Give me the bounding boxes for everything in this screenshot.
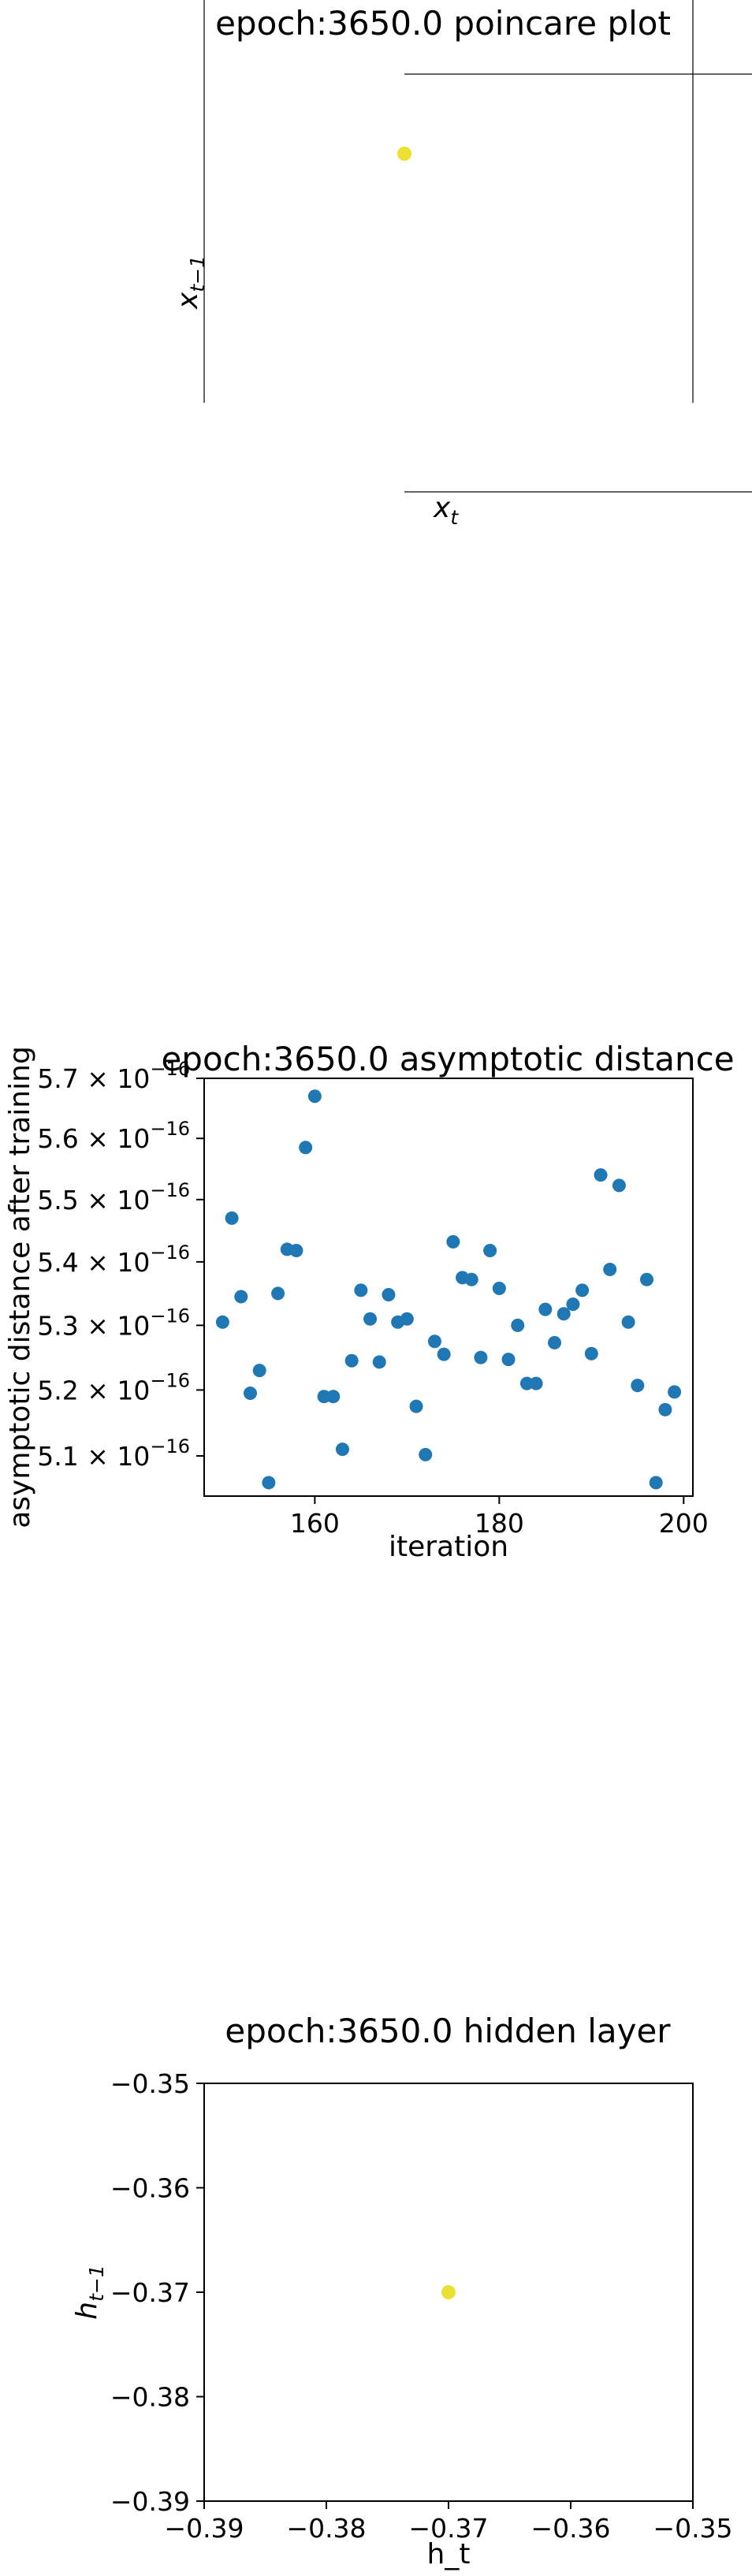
- data-point: [612, 1178, 626, 1193]
- y-tick-label: −0.35: [110, 2068, 190, 2099]
- y-tick-label: 5.2 × 10−16: [37, 1369, 190, 1405]
- data-point: [317, 1390, 331, 1404]
- data-point: [289, 1244, 303, 1258]
- asymptotic-xlabel: iteration: [389, 1531, 508, 1563]
- hidden-xlabel: h_t: [427, 2538, 471, 2570]
- data-point: [419, 1447, 433, 1461]
- data-point: [529, 1376, 543, 1390]
- x-tick-label: 180: [475, 1508, 524, 1539]
- y-tick-label: 5.3 × 10−16: [37, 1305, 190, 1341]
- data-point: [668, 1385, 682, 1399]
- data-point: [271, 1286, 285, 1301]
- data-point: [382, 1288, 396, 1302]
- data-point: [262, 1476, 276, 1490]
- asymptotic-x-ticks: 160 180 200: [290, 1496, 709, 1539]
- x-tick-label: 160: [290, 1508, 340, 1539]
- data-point: [631, 1379, 645, 1393]
- data-point: [649, 1476, 663, 1490]
- asymptotic-y-ticks: 5.1 × 10−16 5.2 × 10−16 5.3 × 10−16 5.4 × 1…: [37, 1058, 204, 1472]
- hidden-y-ticks: −0.35 −0.36 −0.37 −0.38 −0.39: [110, 2068, 204, 2517]
- asymptotic-ylabel: asymptotic distance after training: [4, 1046, 36, 1528]
- x-tick-label: −0.39: [164, 2513, 244, 2544]
- asymptotic-title: epoch:3650.0 asymptotic distance: [161, 1040, 734, 1078]
- data-point: [335, 1442, 349, 1457]
- y-tick-label: 5.7 × 10−16: [37, 1058, 190, 1094]
- y-tick-label: 5.1 × 10−16: [37, 1435, 190, 1472]
- data-point: [557, 1307, 571, 1321]
- x-tick-label: −0.38: [286, 2513, 366, 2544]
- data-point: [354, 1283, 368, 1297]
- data-point: [446, 1234, 460, 1249]
- asymptotic-points: [215, 1089, 682, 1490]
- data-point: [437, 1347, 451, 1361]
- poincare-data-point: [397, 147, 411, 161]
- data-point: [400, 1312, 414, 1326]
- x-tick-label: 200: [659, 1508, 709, 1539]
- poincare-xlabel: xt: [433, 492, 459, 529]
- data-point: [566, 1297, 580, 1312]
- data-point: [575, 1283, 590, 1297]
- asymptotic-axes-frame: [203, 1078, 694, 1497]
- data-point: [474, 1350, 488, 1364]
- svg-text:ht−1: ht−1: [71, 2265, 108, 2319]
- data-point: [299, 1141, 313, 1155]
- data-point: [603, 1262, 617, 1276]
- data-point: [344, 1353, 359, 1368]
- data-point: [464, 1272, 478, 1286]
- poincare-title: epoch:3650.0 poincare plot: [215, 4, 671, 43]
- hidden-x-ticks: −0.39 −0.38 −0.37 −0.36 −0.35: [164, 2501, 733, 2544]
- data-point: [372, 1355, 386, 1369]
- hidden-layer-plot: epoch:3650.0 hidden layer −0.39 −0.38 −0.3…: [71, 2012, 733, 2570]
- data-point: [640, 1272, 654, 1286]
- data-point: [511, 1318, 525, 1332]
- data-point: [519, 1376, 534, 1390]
- x-tick-label: −0.36: [530, 2513, 610, 2544]
- data-point: [501, 1353, 516, 1367]
- data-point: [584, 1346, 598, 1361]
- data-point: [538, 1302, 553, 1316]
- data-point: [409, 1399, 423, 1413]
- data-point: [594, 1168, 608, 1182]
- data-point: [483, 1244, 497, 1258]
- poincare-plot: epoch:3650.0 poincare plot xt−1 xt: [172, 0, 752, 529]
- hidden-ylabel: ht−1: [71, 2265, 108, 2319]
- svg-text:xt−1: xt−1: [172, 255, 209, 310]
- y-tick-label: −0.38: [110, 2382, 190, 2413]
- y-tick-label: 5.4 × 10−16: [37, 1241, 190, 1278]
- x-tick-label: −0.35: [653, 2513, 732, 2544]
- hidden-points: [441, 2285, 456, 2299]
- data-point: [427, 1335, 441, 1349]
- data-point: [243, 1387, 257, 1401]
- data-point: [621, 1315, 635, 1329]
- data-point: [363, 1312, 378, 1326]
- y-tick-label: −0.39: [110, 2486, 190, 2517]
- data-point: [234, 1290, 248, 1304]
- y-tick-label: 5.5 × 10−16: [37, 1179, 190, 1215]
- hidden-title: epoch:3650.0 hidden layer: [225, 2012, 671, 2050]
- data-point: [225, 1211, 239, 1225]
- poincare-ylabel: xt−1: [172, 255, 209, 310]
- data-point: [658, 1402, 672, 1416]
- data-point: [307, 1089, 322, 1104]
- data-point: [252, 1364, 266, 1378]
- data-point: [326, 1390, 341, 1404]
- y-tick-label: −0.36: [110, 2173, 190, 2204]
- data-point: [215, 1315, 229, 1329]
- y-tick-label: −0.37: [110, 2277, 190, 2308]
- x-tick-label: −0.37: [408, 2513, 488, 2544]
- y-tick-label: 5.6 × 10−16: [37, 1118, 190, 1154]
- data-point: [492, 1281, 506, 1295]
- asymptotic-distance-plot: epoch:3650.0 asymptotic distance 160 180 2…: [4, 1040, 735, 1563]
- data-point: [548, 1335, 562, 1349]
- data-point: [441, 2285, 456, 2299]
